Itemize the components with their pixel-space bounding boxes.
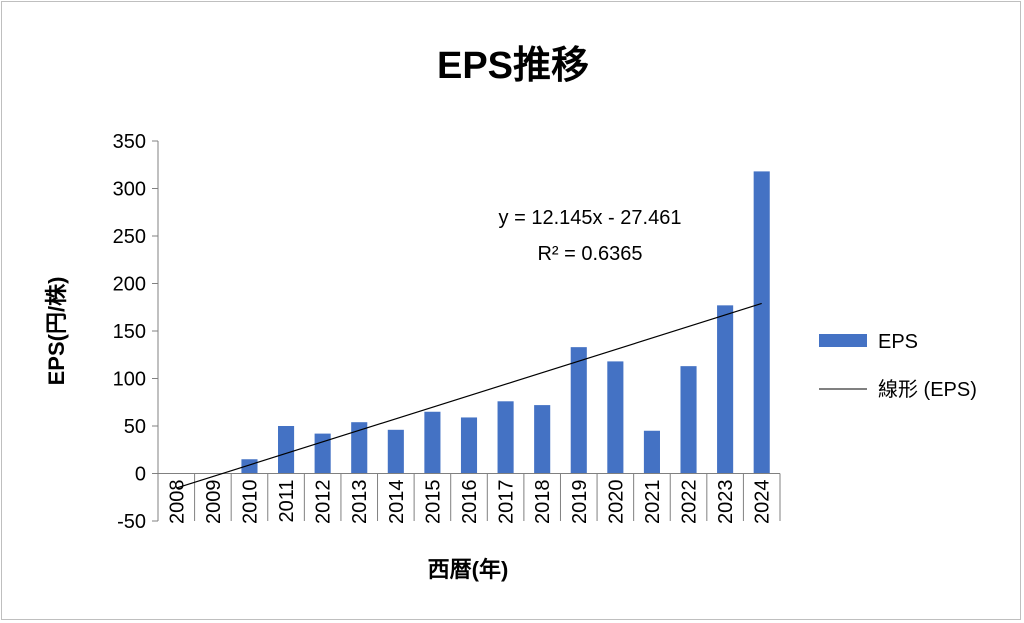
x-tick-label: 2012 <box>313 480 335 525</box>
x-axis-title: 西暦(年) <box>428 557 509 582</box>
trendline-group <box>176 302 762 489</box>
x-tick-label: 2022 <box>679 480 701 525</box>
trendline-equation: y = 12.145x - 27.461 <box>499 207 682 229</box>
x-tick-label: 2024 <box>752 480 774 525</box>
x-tick-label: 2019 <box>569 480 591 525</box>
x-tick-label: 2008 <box>166 480 188 525</box>
bar-2016 <box>460 417 478 474</box>
y-tick-label: 100 <box>113 369 146 391</box>
y-axis-ticks: -50 0 50 100 150 200 250 300 350 <box>113 131 159 533</box>
x-tick-label: 2023 <box>715 480 737 525</box>
x-tick-label: 2020 <box>605 480 627 525</box>
x-tick-label: 2009 <box>203 480 225 525</box>
x-tick-label: 2013 <box>349 480 371 525</box>
bar-2010 <box>241 459 258 474</box>
x-tick-label: 2016 <box>459 480 481 525</box>
trendline <box>176 302 762 489</box>
legend-label-trendline: 線形 (EPS) <box>878 378 977 401</box>
x-tick-label: 2017 <box>496 480 518 525</box>
bar-2019 <box>570 347 587 474</box>
bar-2024 <box>753 171 770 474</box>
trendline-r-squared: R² = 0.6365 <box>537 243 642 265</box>
bar-2014 <box>387 429 404 474</box>
legend-swatch-eps <box>819 334 867 347</box>
x-tick-label: 2018 <box>532 480 554 525</box>
x-tick-label: 2010 <box>239 480 261 525</box>
x-axis: 2008 2009 2010 2011 2012 2013 2014 2015 2016 2017… <box>157 473 781 525</box>
y-tick-label: 0 <box>135 464 146 486</box>
bar-2023 <box>717 305 734 474</box>
y-tick-label: 350 <box>113 131 146 153</box>
bar-2017 <box>497 401 514 474</box>
bar-2011 <box>278 426 295 474</box>
y-tick-label: -50 <box>117 511 146 533</box>
x-tick-label: 2011 <box>276 480 298 523</box>
y-tick-label: 150 <box>113 321 146 343</box>
bar-2020 <box>607 361 624 474</box>
y-tick-label: 300 <box>113 179 146 201</box>
y-tick-label: 200 <box>113 274 146 296</box>
bar-2015 <box>424 411 441 474</box>
bar-2013 <box>351 422 368 474</box>
bar-2022 <box>680 366 697 474</box>
bar-2018 <box>534 405 551 474</box>
x-tick-label: 2015 <box>422 480 444 525</box>
bar-2021 <box>643 430 660 474</box>
legend: EPS 線形 (EPS) <box>819 331 977 401</box>
y-axis-title: EPS(円/株) <box>44 277 69 386</box>
y-tick-label: 50 <box>124 416 146 438</box>
legend-label-eps: EPS <box>878 331 918 353</box>
chart-title: EPS推移 <box>437 45 589 87</box>
y-tick-label: 250 <box>113 226 146 248</box>
x-tick-label: 2021 <box>642 480 664 525</box>
x-tick-label: 2014 <box>386 480 408 525</box>
